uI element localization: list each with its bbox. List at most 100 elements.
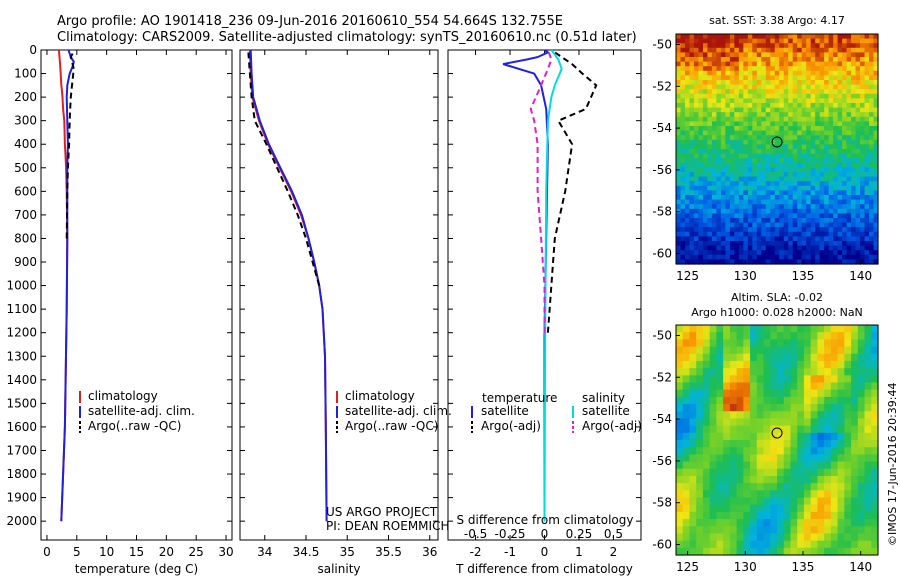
map-cell	[777, 382, 785, 391]
map-cell	[693, 195, 700, 201]
map-cell	[711, 112, 717, 118]
map-cell	[806, 84, 812, 90]
map-cell	[783, 375, 792, 384]
map-cell	[743, 208, 749, 214]
map-cell	[747, 254, 753, 260]
map-cell	[682, 418, 691, 427]
map-cell	[824, 339, 832, 348]
map-cell	[696, 325, 704, 333]
map-cell	[725, 149, 731, 155]
map-cell	[828, 208, 834, 214]
map-cell	[720, 204, 726, 210]
map-cell	[689, 57, 695, 63]
map-cell	[736, 411, 744, 420]
x-tick-label-salinity: 34	[257, 545, 272, 559]
map-cell	[819, 52, 825, 58]
map-cell	[720, 66, 726, 72]
map-cell	[817, 432, 825, 441]
map-cell	[817, 440, 825, 448]
map-cell	[676, 116, 682, 122]
map-cell	[720, 107, 726, 113]
map-cell	[761, 89, 767, 95]
map-cell	[770, 519, 778, 527]
map-cell	[709, 533, 717, 542]
map-cell	[765, 250, 771, 256]
map-cell	[684, 52, 691, 58]
map-cell	[729, 475, 738, 484]
map-cell	[844, 382, 852, 391]
map-cell	[723, 360, 731, 369]
map-cell	[828, 231, 834, 237]
map-cell	[824, 190, 830, 196]
map-cell	[824, 195, 830, 201]
map-cell	[842, 208, 848, 214]
map-cell	[871, 325, 879, 333]
map-cell	[844, 346, 852, 355]
map-cell	[788, 195, 794, 201]
map-cell	[860, 47, 866, 53]
map-cell	[702, 411, 711, 420]
map-cell	[709, 346, 717, 355]
map-cell	[777, 325, 785, 333]
map-cell	[709, 404, 717, 412]
map-cell	[702, 176, 709, 182]
map-cell	[869, 222, 875, 228]
map-cell	[788, 34, 794, 40]
map-cell	[743, 121, 749, 127]
map-cell	[689, 98, 695, 104]
map-cell	[860, 130, 866, 136]
map-cell	[736, 339, 744, 348]
map-cell	[770, 526, 778, 535]
map-cell	[824, 47, 830, 53]
map-cell	[756, 418, 765, 427]
map-cell	[770, 241, 776, 247]
map-cell	[738, 259, 744, 265]
map-cell	[851, 360, 859, 369]
map-cell	[777, 475, 785, 484]
map-cell	[801, 208, 807, 214]
map-cell	[851, 454, 859, 463]
map-cell	[689, 533, 697, 542]
map-cell	[698, 181, 704, 187]
map-cell	[797, 185, 803, 191]
map-cell	[763, 519, 771, 527]
map-cell	[680, 34, 686, 40]
map-cell	[837, 158, 843, 164]
map-cell	[806, 213, 812, 219]
map-cell	[864, 103, 870, 109]
map-cell	[783, 382, 792, 391]
map-cell	[734, 227, 740, 233]
map-cell	[736, 526, 744, 535]
map-cell	[824, 89, 830, 95]
map-cell	[684, 213, 691, 219]
map-cell	[734, 93, 740, 99]
map-cell	[837, 447, 845, 455]
map-cell	[803, 454, 812, 463]
map-cell	[725, 70, 731, 76]
map-cell	[790, 547, 798, 556]
map-cell	[873, 107, 879, 113]
map-cell	[756, 222, 762, 228]
map-cell	[864, 135, 870, 141]
map-cell	[680, 126, 686, 132]
map-cell	[761, 139, 767, 145]
map-cell	[682, 425, 691, 434]
map-cell	[698, 144, 704, 150]
map-cell	[810, 89, 816, 95]
map-cell	[743, 404, 751, 412]
map-cell	[689, 519, 697, 527]
map-cell	[696, 547, 704, 556]
map-cell	[702, 540, 711, 549]
map-cell	[765, 241, 771, 247]
map-cell	[864, 475, 872, 484]
map-cell	[806, 66, 812, 72]
map-cell	[830, 547, 839, 556]
map-cell	[682, 432, 691, 441]
map-cell	[833, 61, 839, 67]
map-cell	[680, 190, 686, 196]
map-cell	[806, 89, 812, 95]
map-cell	[846, 259, 852, 265]
map-cell	[810, 80, 816, 86]
map-cell	[824, 93, 830, 99]
map-cell	[810, 332, 818, 340]
